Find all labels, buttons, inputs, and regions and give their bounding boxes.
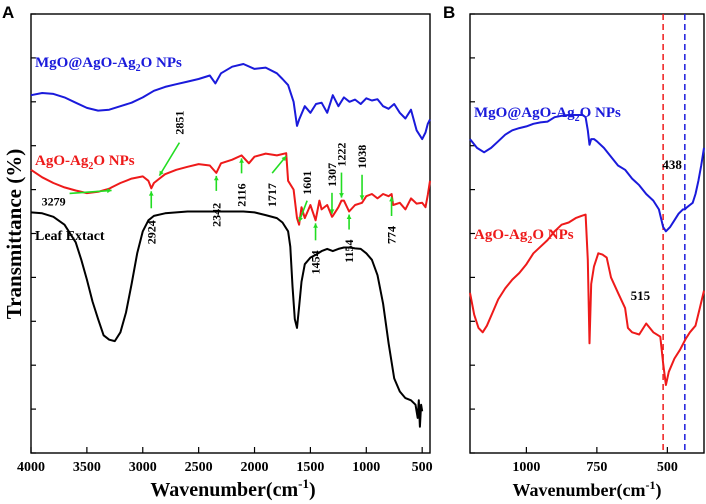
a-annotation-label: 1038 [355,145,369,169]
a-annotation-arrowhead [298,216,303,222]
panel-a-label-mgo-sub: 2 [136,63,141,74]
a-annotation-arrowhead [159,170,164,176]
a-annotation-arrowhead [213,175,219,181]
a-annotation-label: 1307 [325,163,339,187]
a-annotation-arrowhead [329,209,335,214]
a-annotation-arrowhead [339,193,344,198]
panel-b-x-axis-label-close: ) [655,480,661,501]
a-annotation-label: 1222 [334,143,348,167]
a-xtick-label: 500 [412,460,433,475]
panel-a-x-axis-label-main: Wavenumber(cm [150,479,298,501]
panel-b-label-mgo: MgO@AgO-Ag2O NPs [474,105,621,124]
panel-a-label-ago-tail: O NPs [93,153,134,169]
a-series-line-0 [30,63,431,141]
panel-b-label-mgo-tail: O NPs [580,105,621,121]
panel-a-x-axis-label: Wavenumber(cm-1) [150,476,315,501]
panel-b-label-ago-tail: O NPs [532,227,573,243]
a-xtick-label: 1000 [352,460,380,475]
panel-a: A Transmittance (%) Wavenumber(cm-1) 400… [2,3,433,501]
a-xtick-label: 2500 [185,460,213,475]
b-annotation-label-438: 438 [662,157,682,172]
a-annotation-label: 2851 [172,111,186,135]
b-xtick-label: 1000 [512,460,540,475]
a-annotation-label: 1154 [342,240,356,263]
panel-b-x-axis-label-main: Wavenumber(cm [513,480,646,501]
a-annotation-arrowhead [313,223,318,228]
a-series-line-1 [30,152,431,226]
b-xtick-label: 500 [657,460,678,475]
panel-b-label-ago: AgO-Ag2O NPs [474,227,574,246]
a-annotation-label: 774 [385,226,399,244]
panel-b-label-mgo-main: MgO@AgO-Ag [474,105,575,121]
a-annotation-label: 3279 [42,194,66,208]
panel-b-label-ago-sub: 2 [527,235,532,246]
b-series-line-0 [469,114,705,233]
a-annotation-arrowhead [239,158,244,163]
panel-b-x-axis-label: Wavenumber(cm-1) [513,478,662,501]
panel-a-y-axis-label: Transmittance (%) [2,149,26,320]
a-annotation-label: 1454 [309,250,323,274]
panel-b-label-mgo-sub: 2 [575,113,580,124]
panel-a-label-ago-main: AgO-Ag [35,153,89,169]
a-annotation-arrowhead [359,195,365,200]
a-annotation-label: 1601 [300,171,314,195]
b-series-line-1 [469,213,705,386]
panel-a-label-mgo-main: MgO@AgO-Ag [35,55,136,71]
panel-b-x-axis-label-sup: -1 [645,478,655,492]
a-xtick-label: 3000 [129,460,157,475]
panel-a-label-leaf: Leaf Extact [35,229,105,244]
b-xtick-label: 750 [586,460,607,475]
panel-b: B Wavenumber(cm-1) 1000 750 500 515 438 MgO… [443,3,705,501]
a-xtick-label: 1500 [296,460,324,475]
a-annotation-arrowhead [346,214,352,219]
b-annotation-label-515: 515 [631,288,651,303]
panel-a-x-axis-label-sup: -1 [298,476,309,491]
panel-a-x-axis-label-close: ) [309,479,316,501]
panel-a-label-ago-sub: 2 [88,161,93,172]
a-annotation-arrow [69,189,112,195]
a-xtick-label: 4000 [17,460,45,475]
panel-a-label-mgo: MgO@AgO-Ag2O NPs [35,55,182,74]
a-annotation-arrowhead [389,196,394,202]
a-annotation-arrowhead [281,156,287,162]
a-annotation-label: 2342 [209,203,223,227]
panel-a-label-ago: AgO-Ag2O NPs [35,153,135,172]
a-annotation-label: 2924 [144,220,158,244]
a-annotation-arrowhead [107,188,112,194]
panel-b-label-ago-main: AgO-Ag [474,227,528,243]
a-annotation-arrowhead [148,191,154,196]
panel-b-label: B [443,3,455,22]
a-xtick-label: 3500 [73,460,101,475]
panel-a-label-mgo-tail: O NPs [141,55,182,71]
a-annotation-arrow [158,142,181,177]
a-xtick-label: 2000 [241,460,269,475]
panel-a-label: A [2,3,14,22]
a-annotation-label: 2116 [235,183,249,206]
a-annotation-label: 1717 [265,183,279,207]
a-series-line-2 [30,210,424,428]
